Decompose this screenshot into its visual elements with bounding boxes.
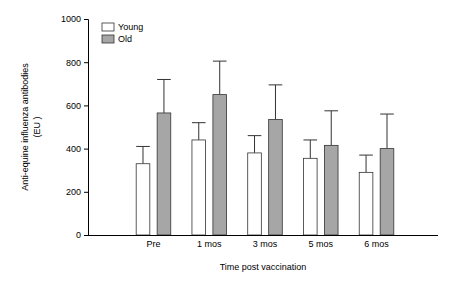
bar <box>359 172 373 235</box>
error-bar <box>248 136 262 153</box>
x-axis: Pre 1 mos 3 mos 5 mos 6 mos <box>88 235 438 249</box>
bar <box>303 158 317 235</box>
error-bar <box>324 111 338 146</box>
y-axis: 0 200 400 600 800 1000 <box>61 14 89 240</box>
y-tick-mark <box>84 62 88 63</box>
bar <box>269 119 283 235</box>
y-tick: 600 <box>66 101 88 111</box>
y-tick-label: 400 <box>66 144 81 154</box>
error-bar <box>380 114 394 149</box>
bar <box>157 113 171 235</box>
error-bar <box>192 123 206 140</box>
error-bar <box>269 85 283 120</box>
legend-label: Young <box>118 22 143 32</box>
x-tick-label: 1 mos <box>197 239 222 249</box>
x-tick-label: 5 mos <box>309 239 334 249</box>
x-tick-label: 6 mos <box>364 239 389 249</box>
y-tick: 1000 <box>61 14 88 24</box>
x-tick-label: Pre <box>146 239 160 249</box>
y-tick-mark <box>84 192 88 193</box>
bar <box>324 145 338 235</box>
marks <box>136 61 394 235</box>
legend-label: Old <box>118 34 132 44</box>
y-tick-label: 800 <box>66 58 81 68</box>
y-tick-label: 1000 <box>61 14 81 24</box>
y-tick-mark <box>84 235 88 236</box>
x-tick-label: 3 mos <box>253 239 278 249</box>
error-bar <box>359 155 373 172</box>
plot: 0 200 400 600 800 1000 Pre 1 mos 3 mos 5 mos 6 mos… <box>61 14 438 249</box>
y-tick: 0 <box>76 230 88 240</box>
x-tick: 1 mos <box>197 235 222 249</box>
legend-item: Young <box>102 22 143 32</box>
legend: Young Old <box>102 22 143 44</box>
y-tick-label: 600 <box>66 101 81 111</box>
y-tick: 200 <box>66 187 88 197</box>
y-tick-mark <box>84 149 88 150</box>
y-tick-mark <box>84 105 88 106</box>
error-bar <box>213 61 227 94</box>
legend-swatch <box>102 23 114 31</box>
error-bar <box>303 140 317 158</box>
x-tick: 5 mos <box>309 235 334 249</box>
legend-swatch <box>102 35 114 43</box>
y-tick-label: 200 <box>66 187 81 197</box>
y-tick: 800 <box>66 58 88 68</box>
bar <box>248 153 262 235</box>
bar <box>213 95 227 235</box>
error-bar <box>136 146 150 163</box>
y-tick-mark <box>84 19 88 20</box>
chart: 0 200 400 600 800 1000 Pre 1 mos 3 mos 5 mos 6 mos… <box>0 0 450 282</box>
bar <box>192 140 206 235</box>
x-axis-line <box>88 235 438 236</box>
bar <box>136 164 150 235</box>
y-axis-line <box>84 20 89 236</box>
x-axis-title: Time post vaccination <box>220 262 307 272</box>
y-tick: 400 <box>66 144 88 154</box>
legend-item: Old <box>102 34 132 44</box>
series <box>136 123 373 235</box>
series <box>157 61 394 235</box>
x-tick: Pre <box>146 235 160 249</box>
y-axis-title: Anti-equine influenza antibodies <box>20 63 30 191</box>
y-axis-title: (EU ) <box>32 117 42 138</box>
bar <box>380 149 394 235</box>
error-bar <box>157 79 171 112</box>
x-tick: 6 mos <box>364 235 389 249</box>
x-tick: 3 mos <box>253 235 278 249</box>
y-tick-label: 0 <box>76 230 81 240</box>
